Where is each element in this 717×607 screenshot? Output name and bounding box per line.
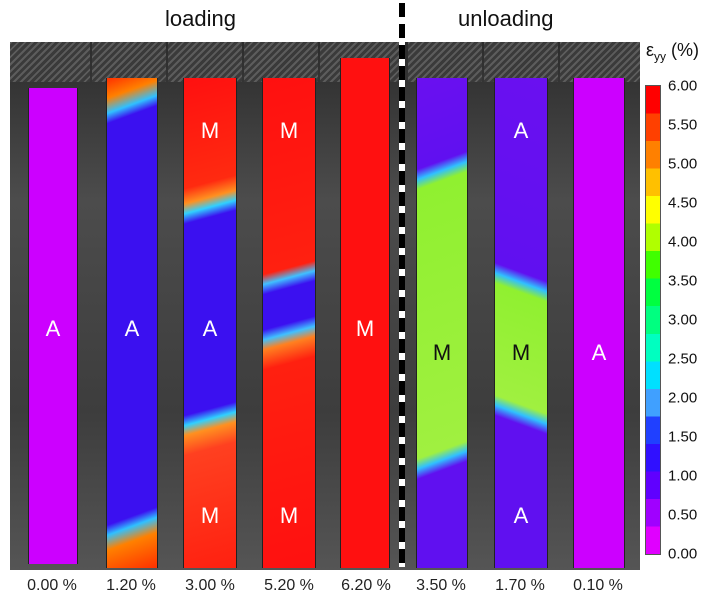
- strain-label: 0.00 %: [27, 577, 77, 594]
- phase-label: A: [513, 503, 529, 528]
- strain-label: 0.10 %: [573, 577, 623, 594]
- colorbar-tick-label: 3.50: [668, 272, 698, 290]
- upper-grip: [92, 42, 166, 82]
- colorbar-tick-label: 2.00: [668, 389, 698, 407]
- colorbar: [645, 85, 661, 555]
- colorbar-unit: (%): [666, 40, 700, 60]
- upper-grip: [560, 42, 640, 82]
- upper-grip: [244, 42, 318, 82]
- phase-label: A: [513, 118, 529, 143]
- specimen-strip: A: [106, 78, 158, 568]
- strain-label: 3.00 %: [185, 577, 235, 594]
- specimen-strip: A: [28, 88, 78, 564]
- colorbar-tick-label: 1.50: [668, 428, 698, 446]
- upper-grip: [408, 42, 482, 82]
- strain-label: 3.50 %: [416, 577, 466, 594]
- specimen-strip: M: [416, 78, 468, 568]
- colorbar-tick-label: 5.50: [668, 116, 698, 134]
- phase-label: M: [432, 340, 452, 365]
- phase-label: M: [200, 118, 220, 143]
- phase-label: M: [200, 503, 220, 528]
- colorbar-tick-label: 1.00: [668, 467, 698, 485]
- specimen-strip: A: [573, 78, 625, 568]
- phase-label: A: [591, 340, 607, 365]
- upper-grip: [168, 42, 242, 82]
- colorbar-tick-label: 0.00: [668, 545, 698, 563]
- strain-label: 5.20 %: [264, 577, 314, 594]
- phase-label: M: [279, 503, 299, 528]
- upper-grip: [484, 42, 558, 82]
- colorbar-tick-label: 5.00: [668, 155, 698, 173]
- colorbar-subscript: yy: [654, 49, 667, 64]
- colorbar-tick-label: 2.50: [668, 350, 698, 368]
- upper-grip: [10, 42, 90, 82]
- colorbar-tick-label: 3.00: [668, 311, 698, 329]
- colorbar-symbol: ε: [646, 40, 655, 60]
- loading-header: loading: [165, 6, 236, 31]
- colorbar-tick-label: 4.50: [668, 194, 698, 212]
- specimen-strip: M: [340, 58, 390, 568]
- colorbar-tick-label: 0.50: [668, 506, 698, 524]
- colorbar-tick-label: 6.00: [668, 77, 698, 95]
- strain-label: 1.70 %: [495, 577, 545, 594]
- phase-label: A: [124, 316, 140, 341]
- phase-label: M: [279, 118, 299, 143]
- phase-label: M: [511, 340, 531, 365]
- phase-label: A: [45, 316, 61, 341]
- specimen-strip: A M A: [494, 78, 548, 568]
- strain-label: 6.20 %: [341, 577, 391, 594]
- phase-label: A: [202, 316, 218, 341]
- specimen-strip: M A M: [183, 78, 237, 568]
- strain-label: 1.20 %: [106, 577, 156, 594]
- unloading-header: unloading: [458, 6, 554, 31]
- specimen-strip: M M: [262, 78, 316, 568]
- phase-label: M: [355, 316, 375, 341]
- colorbar-tick-label: 4.00: [668, 233, 698, 251]
- colorbar-title: εyy (%): [646, 40, 699, 64]
- loading-unloading-divider: [399, 3, 405, 567]
